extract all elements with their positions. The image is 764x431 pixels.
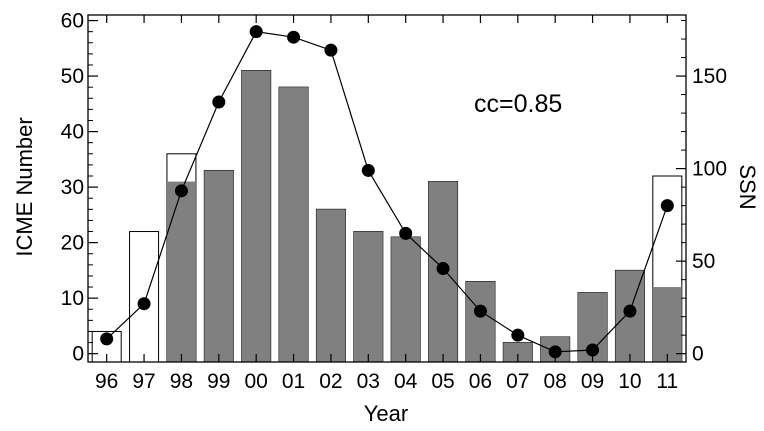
ssn-point-06 bbox=[473, 304, 487, 318]
x-tick-label: 96 bbox=[95, 370, 118, 393]
ssn-point-01 bbox=[287, 30, 301, 44]
x-tick-label: 05 bbox=[431, 370, 454, 393]
axes-box bbox=[87, 14, 687, 363]
ssn-point-98 bbox=[174, 184, 188, 198]
y-tick-label: 50 bbox=[61, 65, 84, 88]
x-tick-label: 11 bbox=[656, 370, 678, 393]
filled-bar-02 bbox=[316, 209, 346, 362]
y-tick-label: 0 bbox=[72, 343, 84, 366]
filled-bar-11 bbox=[652, 287, 682, 362]
filled-bar-06 bbox=[465, 281, 495, 362]
x-tick-label: 09 bbox=[581, 370, 604, 393]
x-tick-label: 01 bbox=[282, 370, 305, 393]
y-tick-label: 60 bbox=[61, 10, 84, 33]
plot-frame bbox=[87, 14, 687, 363]
filled-bar-04 bbox=[391, 237, 421, 362]
filled-bar-01 bbox=[279, 87, 309, 363]
filled-bar-98 bbox=[166, 181, 196, 362]
ssn-point-11 bbox=[660, 199, 674, 213]
ssn-point-10 bbox=[623, 304, 637, 318]
annotation-cc: cc=0.85 bbox=[474, 90, 562, 118]
y2-tick-label: 0 bbox=[692, 343, 704, 366]
x-axis-title: Year bbox=[364, 401, 408, 426]
filled-bars bbox=[166, 70, 682, 363]
axis-ticks bbox=[88, 15, 686, 362]
y-tick-label: 40 bbox=[61, 121, 84, 144]
y-tick-label: 20 bbox=[61, 232, 84, 255]
ssn-point-00 bbox=[249, 25, 263, 39]
x-tick-label: 03 bbox=[357, 370, 380, 393]
y2-axis-title: SSN bbox=[735, 164, 760, 209]
outline-bar-97 bbox=[129, 231, 160, 363]
ssn-point-07 bbox=[511, 328, 525, 342]
y-tick-label: 30 bbox=[61, 176, 84, 199]
ssn-point-96 bbox=[100, 332, 114, 346]
filled-bar-99 bbox=[204, 170, 234, 362]
x-tick-label: 04 bbox=[394, 370, 418, 393]
y-tick-label: 10 bbox=[61, 287, 84, 310]
filled-bar-00 bbox=[241, 70, 271, 363]
ssn-line-series bbox=[100, 25, 674, 359]
x-tick-label: 99 bbox=[207, 370, 230, 393]
ssn-point-05 bbox=[436, 262, 450, 276]
ssn-point-02 bbox=[324, 43, 338, 57]
x-tick-label: 98 bbox=[170, 370, 193, 393]
ssn-point-08 bbox=[548, 345, 562, 359]
x-tick-label: 10 bbox=[618, 370, 641, 393]
x-tick-label: 00 bbox=[245, 370, 268, 393]
ssn-point-03 bbox=[361, 163, 375, 177]
y-axis-title: ICME Number bbox=[12, 117, 37, 256]
filled-bar-03 bbox=[353, 231, 383, 362]
y2-tick-label: 150 bbox=[692, 65, 727, 88]
y2-tick-label: 100 bbox=[692, 158, 727, 181]
ssn-point-09 bbox=[586, 343, 600, 357]
x-tick-label: 97 bbox=[132, 370, 155, 393]
x-tick-label: 06 bbox=[469, 370, 492, 393]
ssn-point-97 bbox=[137, 297, 151, 311]
y2-tick-label: 50 bbox=[692, 250, 715, 273]
x-tick-label: 08 bbox=[544, 370, 567, 393]
ssn-point-04 bbox=[399, 226, 413, 240]
x-tick-label: 07 bbox=[506, 370, 529, 393]
ssn-polyline bbox=[106, 31, 668, 353]
filled-bar-07 bbox=[503, 342, 533, 362]
x-tick-label: 02 bbox=[319, 370, 342, 393]
ssn-point-99 bbox=[212, 95, 226, 109]
